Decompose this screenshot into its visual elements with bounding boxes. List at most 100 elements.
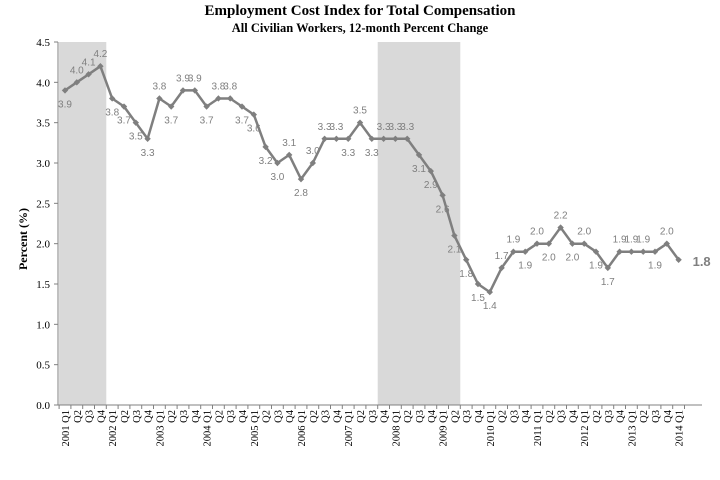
x-tick-label: Q3	[368, 410, 379, 423]
data-label: 3.3	[365, 148, 379, 159]
data-point	[191, 87, 198, 94]
data-point	[297, 175, 305, 183]
x-tick-label: 2002 Q1	[108, 410, 119, 446]
x-tick-label: Q3	[85, 410, 96, 423]
x-tick-label: Q4	[285, 409, 296, 423]
data-label: 3.9	[58, 99, 72, 110]
data-point	[498, 264, 505, 272]
data-label: 2.2	[554, 211, 568, 222]
data-point	[569, 240, 576, 247]
x-tick-label: Q4	[474, 409, 485, 423]
series-line	[64, 64, 680, 294]
x-tick-label: 2005 Q1	[250, 410, 261, 446]
data-point	[380, 135, 387, 142]
x-tick-label: 2003 Q1	[155, 410, 166, 446]
data-label: 3.0	[270, 172, 284, 183]
y-tick-label: 3.0	[36, 158, 50, 170]
data-label: 2.0	[530, 227, 544, 238]
x-tick-label: Q2	[498, 410, 509, 423]
data-label: 3.8	[152, 81, 166, 92]
data-label: 3.7	[117, 116, 131, 127]
data-point	[581, 240, 588, 247]
data-label: 3.3	[400, 122, 414, 133]
data-point	[286, 151, 293, 159]
data-point	[333, 135, 340, 142]
data-point	[463, 256, 470, 263]
data-point	[356, 119, 364, 126]
x-tick-label: Q2	[403, 410, 414, 423]
data-label: 2.0	[577, 227, 591, 238]
data-label: 1.5	[471, 293, 485, 304]
x-tick-label: Q3	[273, 410, 284, 423]
data-label: 1.9	[506, 235, 520, 246]
data-label-last: 1.8	[693, 254, 711, 269]
data-label: 3.3	[341, 148, 355, 159]
data-label: 2.0	[565, 253, 579, 264]
data-point	[132, 119, 139, 126]
data-label: 3.0	[306, 146, 320, 157]
x-tick-label: 2004 Q1	[203, 410, 214, 446]
x-tick-label: 2010 Q1	[486, 410, 497, 446]
x-tick-label: Q2	[73, 410, 84, 423]
data-label: 3.3	[141, 148, 155, 159]
recession-shading-group	[59, 42, 461, 405]
y-tick-label: 1.0	[36, 319, 50, 331]
data-point	[238, 103, 246, 110]
data-label: 3.1	[282, 138, 296, 149]
data-point	[404, 135, 411, 142]
data-point	[215, 95, 222, 102]
data-label: 1.9	[518, 261, 532, 272]
x-tick-label: 2007 Q1	[344, 410, 355, 446]
y-tick-label: 3.5	[36, 118, 50, 130]
data-label: 3.3	[377, 122, 391, 133]
data-point	[97, 63, 104, 70]
x-tick-label: Q3	[462, 410, 473, 423]
data-point	[415, 151, 423, 159]
x-tick-label: Q4	[568, 409, 579, 423]
data-label: 1.9	[613, 235, 627, 246]
x-tick-label: Q3	[226, 410, 237, 423]
data-point	[144, 135, 151, 142]
x-tick-label: Q3	[132, 410, 143, 423]
data-point	[368, 135, 375, 142]
data-point	[392, 135, 399, 142]
y-tick-label: 0.0	[36, 400, 50, 412]
x-tick-label: Q4	[427, 409, 438, 423]
data-point	[250, 111, 257, 118]
data-label: 4.1	[82, 57, 96, 68]
x-tick-label: Q2	[450, 410, 461, 423]
x-tick-label: Q4	[96, 409, 107, 423]
x-tick-label: Q2	[309, 410, 320, 423]
data-point	[73, 79, 80, 86]
data-label: 3.5	[353, 106, 367, 117]
data-point	[309, 159, 316, 167]
data-label: 3.7	[164, 116, 178, 127]
data-point	[156, 95, 163, 102]
x-tick-label: Q2	[214, 410, 225, 423]
data-label-group: 3.94.04.14.23.83.73.53.33.83.73.93.93.73…	[58, 49, 711, 312]
data-label: 4.2	[93, 49, 107, 60]
data-point	[557, 224, 564, 231]
data-label: 3.8	[223, 81, 237, 92]
data-point	[486, 288, 493, 296]
data-point	[616, 248, 623, 255]
x-tick-label: Q3	[179, 410, 190, 423]
data-label: 1.9	[636, 235, 650, 246]
x-tick-label: Q3	[557, 410, 568, 423]
data-point	[663, 240, 670, 247]
chart-subtitle: All Civilian Workers, 12-month Percent C…	[232, 21, 489, 35]
data-point	[522, 248, 529, 255]
y-tick-label: 2.0	[36, 239, 50, 251]
data-point	[439, 192, 446, 199]
x-tick-label: Q4	[144, 409, 155, 423]
data-label: 1.9	[624, 235, 638, 246]
x-tick-label: 2009 Q1	[439, 410, 450, 446]
x-tick-label: Q3	[321, 410, 332, 423]
x-tick-label: 2006 Q1	[297, 410, 308, 446]
data-label: 2.0	[542, 253, 556, 264]
data-point	[61, 87, 69, 94]
data-point	[545, 240, 552, 247]
x-tick-label: 2013 Q1	[627, 410, 638, 446]
